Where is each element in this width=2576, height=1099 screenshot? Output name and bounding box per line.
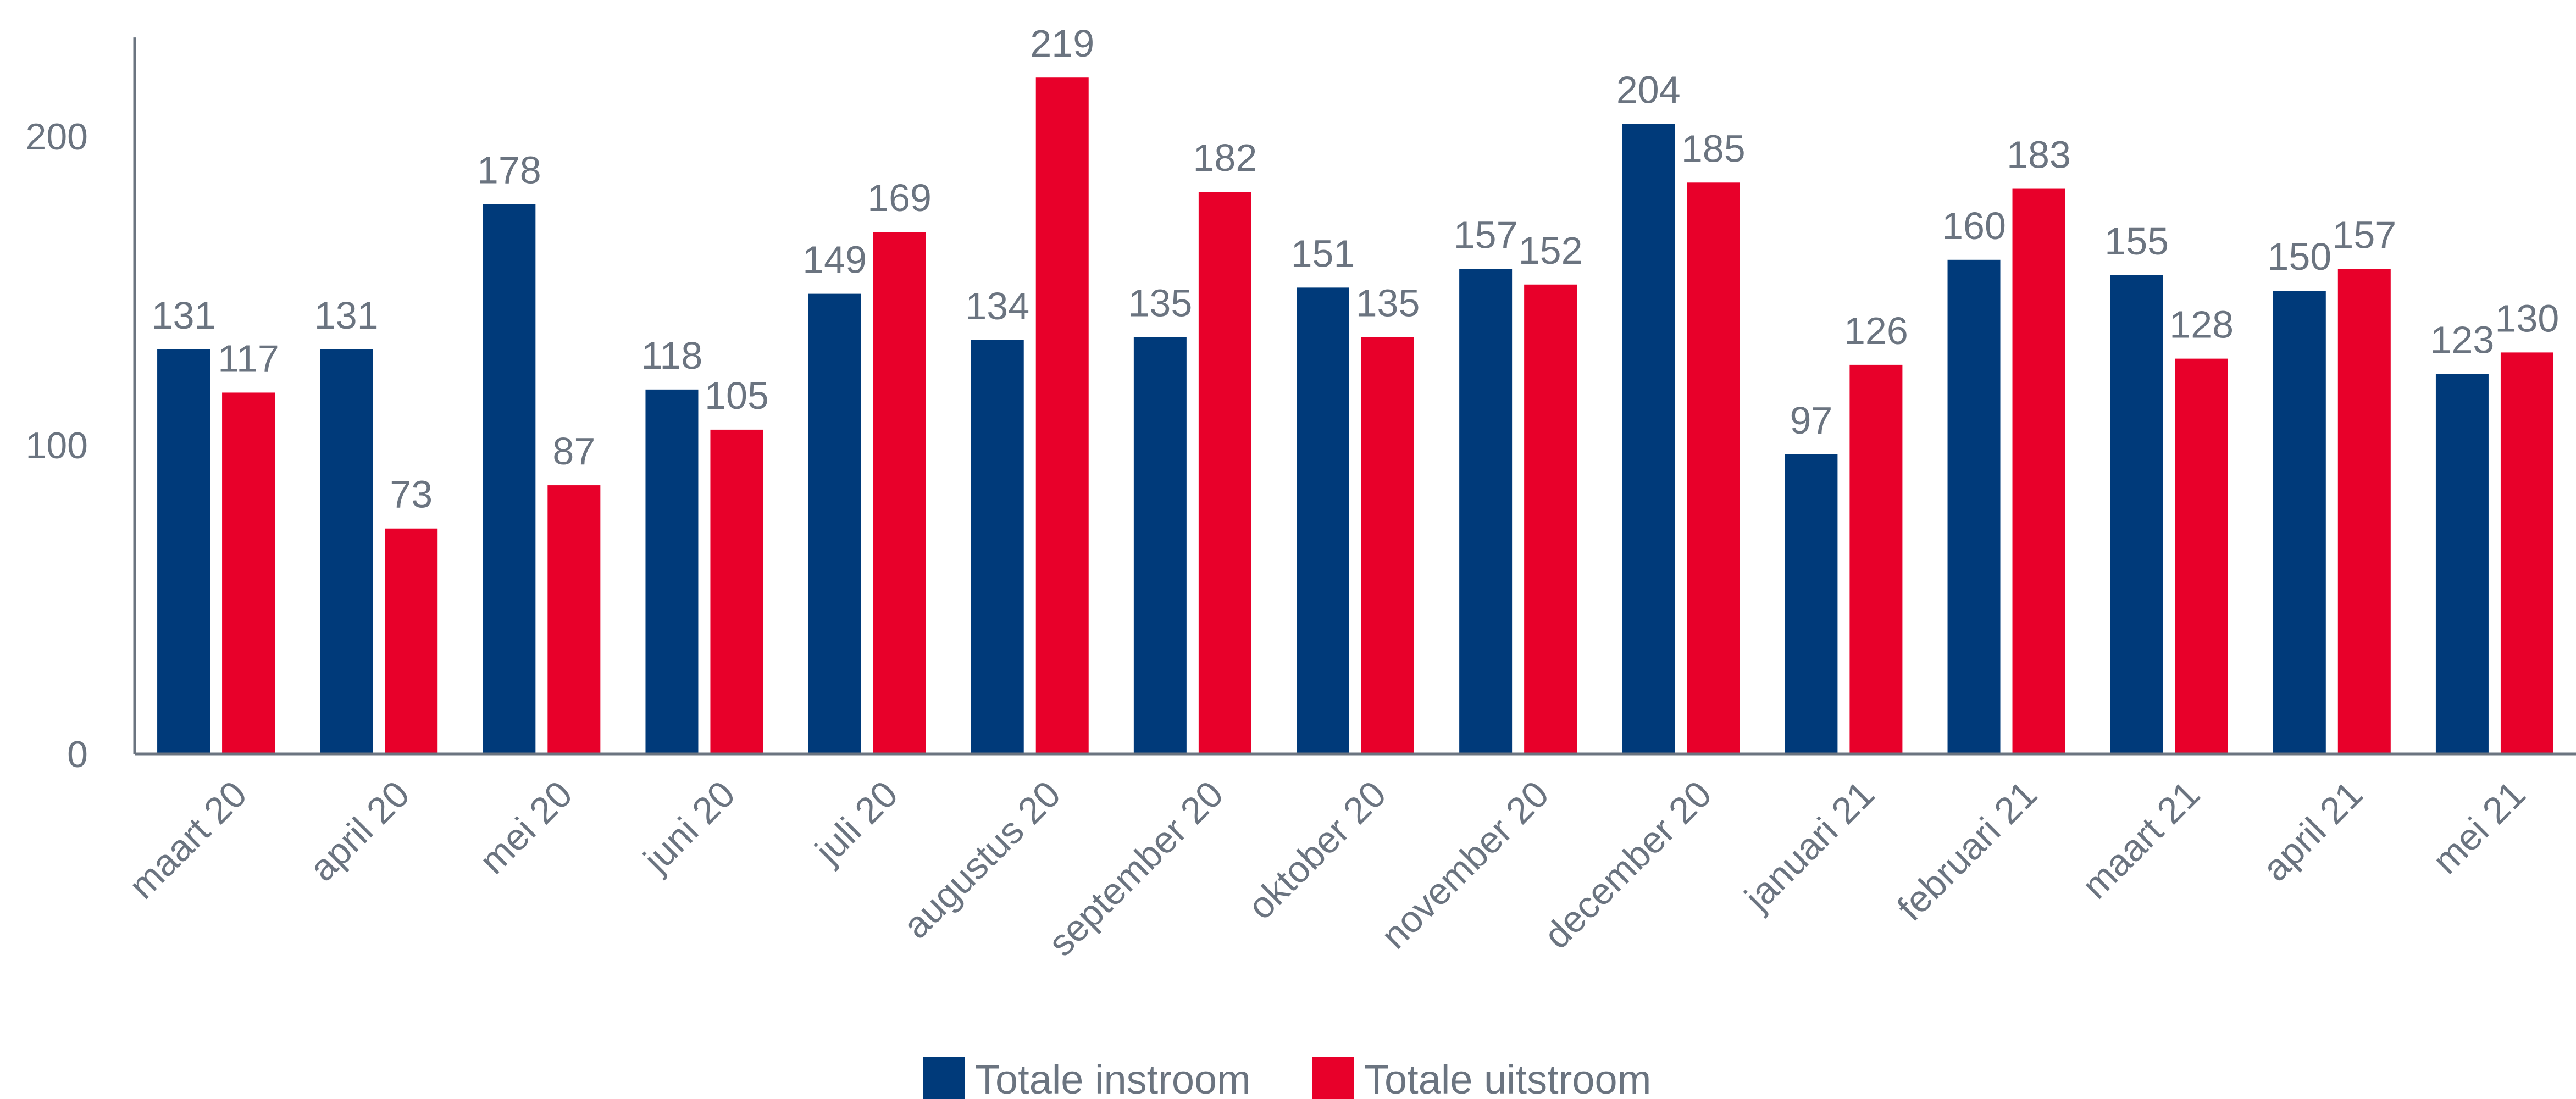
bar-instroom [157, 349, 210, 754]
bar-instroom [808, 293, 861, 754]
bar-uitstroom [2012, 188, 2065, 754]
data-label: 135 [1356, 281, 1420, 324]
y-tick-label: 200 [26, 116, 88, 158]
bar-uitstroom [222, 392, 275, 754]
data-label: 157 [1454, 214, 1518, 257]
x-tick-label: november 20 [1373, 773, 1556, 957]
x-axis-tick-labels: maart 20 april 20 mei 20 juni 20 juli 20augu… [121, 773, 2533, 964]
bar-uitstroom [1687, 182, 1740, 754]
bar-instroom [2110, 275, 2163, 754]
bar-uitstroom [1849, 364, 1903, 754]
x-tick-label: maart 20 [121, 773, 254, 907]
data-label: 169 [867, 176, 932, 219]
data-label: 123 [2430, 319, 2495, 362]
bar-instroom [1459, 269, 1513, 754]
data-label: 160 [1942, 204, 2006, 247]
data-label: 150 [2267, 235, 2331, 278]
data-label: 151 [1291, 232, 1355, 275]
bar-instroom [483, 204, 536, 754]
bar-uitstroom [2337, 269, 2391, 754]
x-tick-label: januari 21 [1736, 773, 1882, 919]
data-label: 105 [705, 374, 769, 417]
data-label: 178 [477, 149, 541, 192]
bar-uitstroom [710, 429, 763, 754]
data-label: 185 [1681, 127, 1746, 170]
x-tick-label: april 20 [301, 773, 417, 889]
data-label: 126 [1844, 309, 1908, 352]
bar-instroom [1622, 124, 1675, 754]
bar-instroom [971, 340, 1024, 754]
bar-instroom [1297, 287, 1349, 754]
legend-label: Totale instroom [975, 1057, 1251, 1099]
bar-instroom [645, 389, 699, 754]
data-label: 97 [1790, 399, 1832, 442]
data-label: 73 [390, 473, 433, 516]
data-label: 219 [1030, 22, 1094, 65]
data-label: 118 [641, 334, 703, 377]
bar-instroom [320, 349, 373, 754]
data-label: 131 [314, 294, 379, 337]
x-tick-label: mei 20 [472, 773, 580, 882]
bar-uitstroom [385, 528, 438, 754]
legend-label: Totale uitstroom [1364, 1057, 1651, 1099]
data-label: 130 [2495, 297, 2560, 340]
data-labels: 1311171317317887118105149169134219135182… [152, 22, 2560, 516]
bar-uitstroom [1361, 337, 1414, 754]
bar-uitstroom [2500, 352, 2553, 754]
x-tick-label: augustus 20 [895, 773, 1069, 947]
data-label: 128 [2169, 303, 2234, 346]
bars [157, 77, 2553, 754]
bar-instroom [2435, 374, 2489, 754]
legend: Totale instroom Totale uitstroom [923, 1057, 1651, 1099]
y-tick-label: 0 [67, 734, 88, 775]
bar-instroom [1133, 337, 1187, 754]
data-label: 183 [2007, 134, 2071, 176]
data-label: 87 [552, 430, 595, 473]
x-tick-label: maart 21 [2074, 773, 2208, 907]
x-tick-label: oktober 20 [1240, 773, 1394, 928]
x-tick-label: december 20 [1536, 773, 1719, 957]
data-label: 157 [2332, 214, 2396, 257]
data-label: 182 [1193, 136, 1257, 179]
bar-instroom [2273, 291, 2326, 754]
data-label: 149 [802, 238, 867, 281]
y-axis-tick-labels: 0 100 200 [26, 116, 88, 775]
x-tick-label: mei 21 [2424, 773, 2533, 882]
data-label: 152 [1519, 229, 1583, 272]
bar-instroom [1785, 454, 1838, 754]
x-tick-label: april 21 [2254, 773, 2370, 889]
data-label: 204 [1616, 69, 1681, 112]
y-tick-label: 100 [26, 425, 88, 467]
data-label: 117 [218, 337, 279, 380]
x-tick-label: september 20 [1040, 773, 1232, 964]
x-tick-label: juni 20 [635, 773, 743, 881]
x-tick-label: februari 21 [1890, 773, 2046, 929]
data-label: 135 [1128, 281, 1192, 324]
data-label: 131 [152, 294, 216, 337]
bar-instroom [1947, 259, 2001, 754]
bar-uitstroom [873, 232, 926, 754]
bar-uitstroom [1035, 77, 1089, 754]
bar-uitstroom [1524, 284, 1577, 754]
bar-uitstroom [547, 485, 601, 754]
data-label: 134 [965, 285, 1029, 328]
bar-uitstroom [2175, 358, 2228, 754]
x-tick-label: juli 20 [806, 773, 906, 873]
bar-uitstroom [1198, 192, 1251, 754]
legend-swatch-uitstroom [1312, 1057, 1354, 1099]
data-label: 155 [2104, 220, 2169, 263]
legend-swatch-instroom [923, 1057, 965, 1099]
